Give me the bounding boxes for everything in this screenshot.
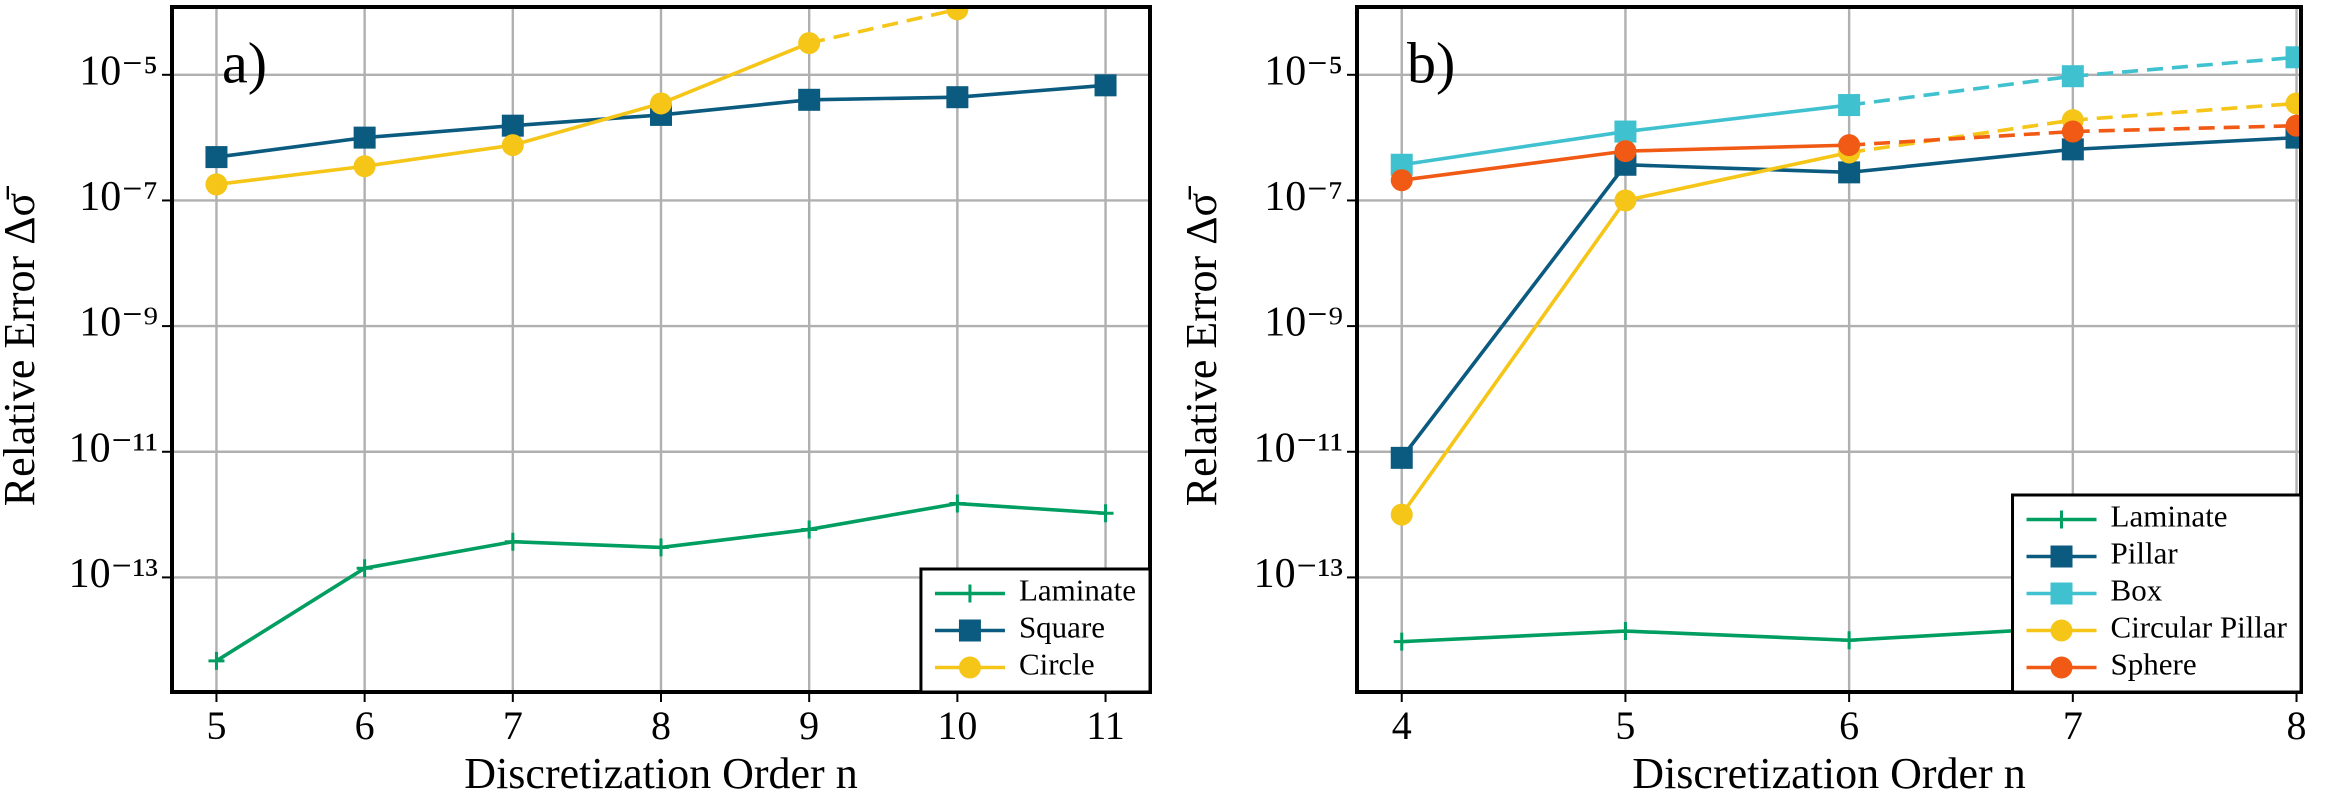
x-tick-label: 6: [1839, 703, 1859, 748]
legend-label: Laminate: [1019, 573, 1136, 608]
y-tick-label: 10⁻⁷: [1264, 174, 1343, 220]
y-tick-label: 10⁻⁵: [1264, 48, 1343, 94]
marker: [2285, 114, 2301, 137]
marker: [1838, 134, 1861, 157]
marker: [1614, 140, 1637, 163]
plot-area: [205, 7, 1117, 670]
marker: [205, 173, 228, 196]
marker: [798, 32, 821, 55]
marker: [958, 619, 981, 642]
legend-label: Laminate: [2111, 499, 2228, 534]
marker: [1841, 631, 1858, 650]
marker: [1097, 504, 1114, 523]
y-tick-label: 10⁻⁷: [79, 174, 158, 220]
marker: [653, 538, 669, 557]
legend-label: Pillar: [2111, 536, 2179, 571]
y-tick-label: 10⁻⁹: [1264, 300, 1343, 346]
y-axis-label: Relative Error Δσ̄: [1177, 186, 1226, 506]
x-tick-label: 4: [1392, 703, 1412, 748]
x-tick-label: 5: [1615, 703, 1635, 748]
marker: [961, 584, 978, 603]
marker: [1393, 632, 1410, 651]
marker: [801, 520, 818, 539]
legend-label: Square: [1019, 610, 1105, 645]
marker: [2050, 582, 2073, 605]
marker: [2061, 120, 2084, 143]
marker: [958, 656, 981, 679]
plot-area: [1390, 46, 2301, 651]
legend-label: Circular Pillar: [2111, 610, 2288, 645]
marker: [946, 7, 969, 21]
marker: [2061, 65, 2084, 88]
marker: [353, 155, 376, 178]
marker: [1094, 74, 1117, 97]
marker: [946, 86, 969, 109]
marker: [2061, 138, 2084, 161]
marker: [798, 88, 821, 111]
legend-label: Box: [2111, 573, 2163, 608]
marker: [1390, 169, 1413, 192]
legend-label: Circle: [1019, 647, 1095, 682]
y-tick-label: 10⁻¹³: [1254, 551, 1343, 597]
y-tick-label: 10⁻⁹: [79, 300, 158, 346]
marker: [949, 494, 966, 513]
x-tick-label: 6: [355, 703, 375, 748]
marker: [356, 559, 373, 578]
marker: [1838, 161, 1861, 184]
marker: [2050, 545, 2073, 568]
marker: [504, 532, 521, 551]
x-tick-label: 10: [937, 703, 977, 748]
legend-label: Sphere: [2111, 647, 2197, 682]
marker: [353, 126, 376, 149]
axes-frame: [170, 5, 1152, 694]
x-tick-label: 9: [799, 703, 819, 748]
y-tick-label: 10⁻¹¹: [69, 425, 158, 471]
marker: [1838, 94, 1861, 117]
panel-label: b): [1407, 30, 1455, 95]
marker: [501, 114, 524, 137]
marker: [1390, 446, 1413, 469]
marker: [2285, 46, 2301, 69]
y-tick-label: 10⁻¹³: [69, 551, 158, 597]
series-line: [808, 7, 958, 45]
x-tick-label: 7: [503, 703, 523, 748]
panel: 10⁻¹³ 10⁻¹¹ 10⁻⁹ 10⁻⁷ 10⁻⁵ 4 5 6 7 8 Discretizatio…: [1177, 5, 2307, 794]
marker: [208, 651, 225, 670]
y-axis-label: Relative Error Δσ̄: [0, 186, 44, 506]
marker: [1617, 622, 1634, 641]
marker: [1390, 503, 1413, 526]
panel: 10⁻¹³ 10⁻¹¹ 10⁻⁹ 10⁻⁷ 10⁻⁵ 5 6 7 8 9 10 11 Discretiz…: [0, 5, 1152, 794]
marker: [650, 92, 672, 115]
marker: [205, 146, 228, 169]
marker: [2050, 656, 2073, 679]
marker: [501, 134, 524, 157]
panel-label: a): [222, 30, 267, 95]
x-tick-label: 7: [2063, 703, 2083, 748]
x-tick-label: 8: [2287, 703, 2307, 748]
y-tick-label: 10⁻⁵: [79, 48, 158, 94]
marker: [1614, 120, 1637, 143]
x-tick-label: 8: [651, 703, 671, 748]
x-tick-label: 11: [1086, 703, 1125, 748]
axes-frame: [1355, 5, 2303, 694]
marker: [2053, 510, 2070, 529]
x-axis-label: Discretization Order n: [464, 749, 857, 794]
marker: [2285, 92, 2301, 115]
marker: [1390, 153, 1413, 176]
x-axis-label: Discretization Order n: [1632, 749, 2025, 794]
x-tick-label: 5: [206, 703, 226, 748]
y-tick-label: 10⁻¹¹: [1254, 425, 1343, 471]
marker: [1614, 189, 1637, 212]
marker: [2050, 619, 2073, 642]
